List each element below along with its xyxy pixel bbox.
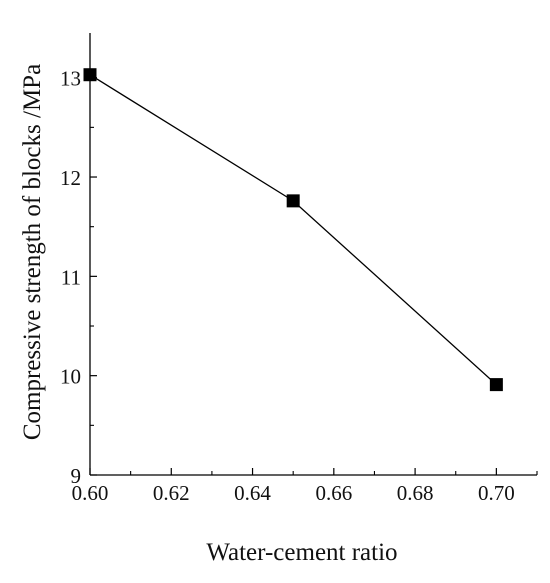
x-tick-label: 0.62: [153, 481, 190, 505]
data-series: [83, 68, 503, 392]
x-tick-label: 0.60: [72, 481, 109, 505]
data-point-marker: [286, 194, 300, 208]
y-tick-label: 9: [71, 464, 82, 488]
y-tick-label: 12: [60, 166, 81, 190]
series-line: [89, 74, 497, 386]
x-tick-label: 0.64: [234, 481, 271, 505]
y-tick-label: 10: [60, 365, 81, 389]
y-tick-label: 13: [60, 67, 81, 91]
x-tick-label: 0.66: [315, 481, 352, 505]
y-axis-title: Compressive strength of blocks /MPa: [19, 64, 46, 440]
x-axis-title: Water-cement ratio: [206, 539, 397, 566]
y-tick-label: 11: [61, 265, 81, 289]
data-point-marker: [83, 68, 97, 82]
axes: [89, 33, 537, 476]
ticks: 0.60 0.62 0.64 0.66 0.68 0.70 9 10 11 12 13: [60, 67, 538, 505]
x-tick-label: 0.70: [478, 481, 515, 505]
data-point-marker: [489, 378, 503, 392]
x-tick-label: 0.68: [397, 481, 434, 505]
